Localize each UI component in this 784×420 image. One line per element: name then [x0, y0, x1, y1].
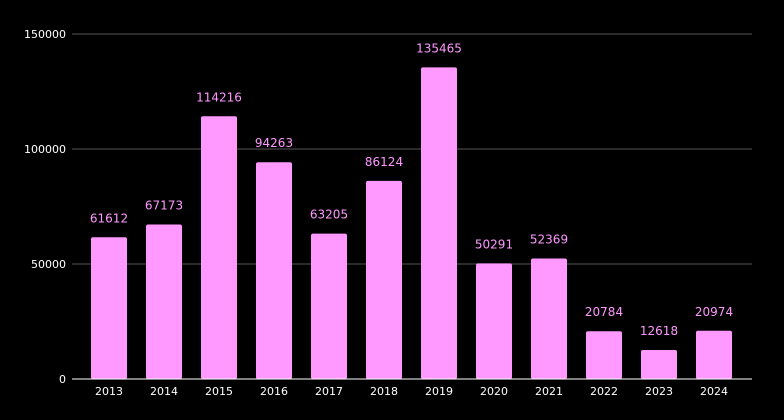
bar-2022 [586, 331, 622, 379]
data-labels: 61612 67173 114216 94263 63205 86124 135465 502… [90, 41, 733, 338]
bars [91, 67, 732, 380]
x-tick-label-2015: 2015 [205, 385, 233, 398]
data-label-2020: 50291 [475, 237, 513, 251]
bar-2016 [256, 162, 292, 379]
x-tick-label-2022: 2022 [590, 385, 618, 398]
x-tick-label-2013: 2013 [95, 385, 123, 398]
bar-2015 [201, 116, 237, 380]
bar-2024 [696, 330, 732, 379]
data-label-2018: 86124 [365, 155, 403, 169]
x-tick-label-2024: 2024 [700, 385, 728, 398]
bar-2014 [146, 224, 182, 379]
bar-2018 [366, 180, 402, 379]
data-label-2024: 20974 [695, 305, 733, 319]
grid-lines [72, 33, 752, 265]
data-label-2017: 63205 [310, 208, 348, 222]
data-label-2016: 94263 [255, 136, 293, 150]
data-label-2014: 67173 [145, 199, 183, 213]
x-tick-label-2017: 2017 [315, 385, 343, 398]
y-tick-label: 150000 [24, 28, 66, 41]
x-tick-label-2019: 2019 [425, 385, 453, 398]
data-label-2019: 135465 [416, 41, 462, 55]
x-axis-ticks: 2013 2014 2015 2016 2017 2018 2019 2020 2021 2022… [95, 385, 728, 398]
bar-2023 [641, 349, 677, 379]
bar-2019 [421, 67, 457, 380]
y-axis-ticks: 0 50000 100000 150000 [24, 28, 66, 386]
bar-2020 [476, 263, 512, 379]
y-tick-label: 50000 [31, 258, 66, 271]
x-tick-label-2023: 2023 [645, 385, 673, 398]
x-tick-label-2016: 2016 [260, 385, 288, 398]
bar-2017 [311, 233, 347, 379]
x-tick-label-2018: 2018 [370, 385, 398, 398]
data-label-2023: 12618 [640, 324, 678, 338]
y-tick-label: 0 [59, 373, 66, 386]
x-tick-label-2014: 2014 [150, 385, 178, 398]
data-label-2013: 61612 [90, 211, 128, 225]
y-tick-label: 100000 [24, 143, 66, 156]
x-tick-label-2021: 2021 [535, 385, 563, 398]
x-tick-label-2020: 2020 [480, 385, 508, 398]
bar-2021 [531, 258, 567, 379]
bar-2013 [91, 237, 127, 379]
data-label-2022: 20784 [585, 305, 623, 319]
data-label-2015: 114216 [196, 90, 242, 104]
data-label-2021: 52369 [530, 233, 568, 247]
